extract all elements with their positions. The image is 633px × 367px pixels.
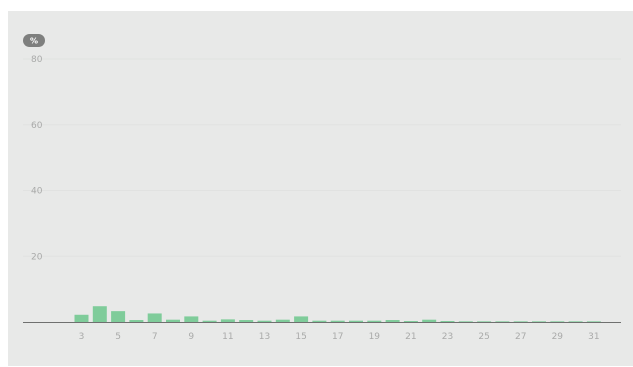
unit-badge-label: % — [30, 37, 38, 46]
bar-15 — [294, 316, 309, 322]
grid-lines — [23, 58, 621, 257]
bar-9 — [184, 316, 199, 322]
x-tick-label-23: 23 — [442, 332, 453, 342]
bar-26 — [495, 321, 510, 322]
bar-19 — [367, 320, 382, 322]
bar-7 — [147, 313, 162, 322]
x-tick-label-17: 17 — [332, 332, 343, 342]
bar-22 — [422, 319, 437, 322]
bar-28 — [532, 321, 546, 322]
bar-14 — [275, 319, 290, 322]
bar-3 — [74, 314, 89, 322]
bar-10 — [202, 320, 217, 322]
x-tick-label-7: 7 — [152, 332, 158, 342]
bar-18 — [349, 320, 363, 322]
x-tick-label-29: 29 — [552, 332, 564, 342]
bar-13 — [257, 320, 272, 322]
bar-16 — [312, 320, 327, 322]
chart-panel — [8, 11, 633, 366]
x-tick-label-31: 31 — [588, 332, 599, 342]
unit-badge: % — [23, 34, 45, 47]
bar-25 — [477, 321, 492, 322]
x-tick-label-3: 3 — [79, 332, 85, 342]
x-tick-label-11: 11 — [222, 332, 233, 342]
x-tick-label-21: 21 — [405, 332, 416, 342]
y-tick-label-80: 80 — [31, 55, 43, 65]
bar-30 — [568, 321, 583, 322]
bar-27 — [513, 321, 528, 322]
bar-24 — [458, 321, 473, 322]
y-tick-label-40: 40 — [31, 187, 43, 197]
bar-5 — [111, 311, 126, 322]
bar-20 — [385, 320, 400, 322]
bar-4 — [92, 306, 107, 322]
bar-31 — [586, 321, 601, 322]
x-tick-label-13: 13 — [259, 332, 270, 342]
x-tick-label-19: 19 — [369, 332, 381, 342]
x-tick-label-5: 5 — [115, 332, 121, 342]
bar-12 — [239, 320, 254, 322]
y-tick-label-20: 20 — [31, 252, 43, 262]
bar-8 — [166, 319, 180, 322]
bar-11 — [220, 319, 235, 322]
bar-29 — [550, 321, 565, 322]
bars — [74, 306, 601, 322]
y-axis-ticks: 20 40 60 80 — [31, 55, 43, 262]
x-tick-label-9: 9 — [188, 332, 194, 342]
bar-17 — [330, 320, 345, 322]
x-tick-label-15: 15 — [295, 332, 306, 342]
x-tick-label-25: 25 — [478, 332, 489, 342]
unit-badge-background — [23, 34, 45, 47]
x-axis-ticks: 3 5 7 9 11 13 15 17 19 21 23 25 27 29 31 — [79, 332, 600, 342]
bar-6 — [129, 320, 144, 322]
bar-21 — [403, 321, 418, 322]
y-tick-label-60: 60 — [31, 121, 43, 131]
bar-23 — [440, 321, 455, 322]
x-tick-label-27: 27 — [515, 332, 526, 342]
